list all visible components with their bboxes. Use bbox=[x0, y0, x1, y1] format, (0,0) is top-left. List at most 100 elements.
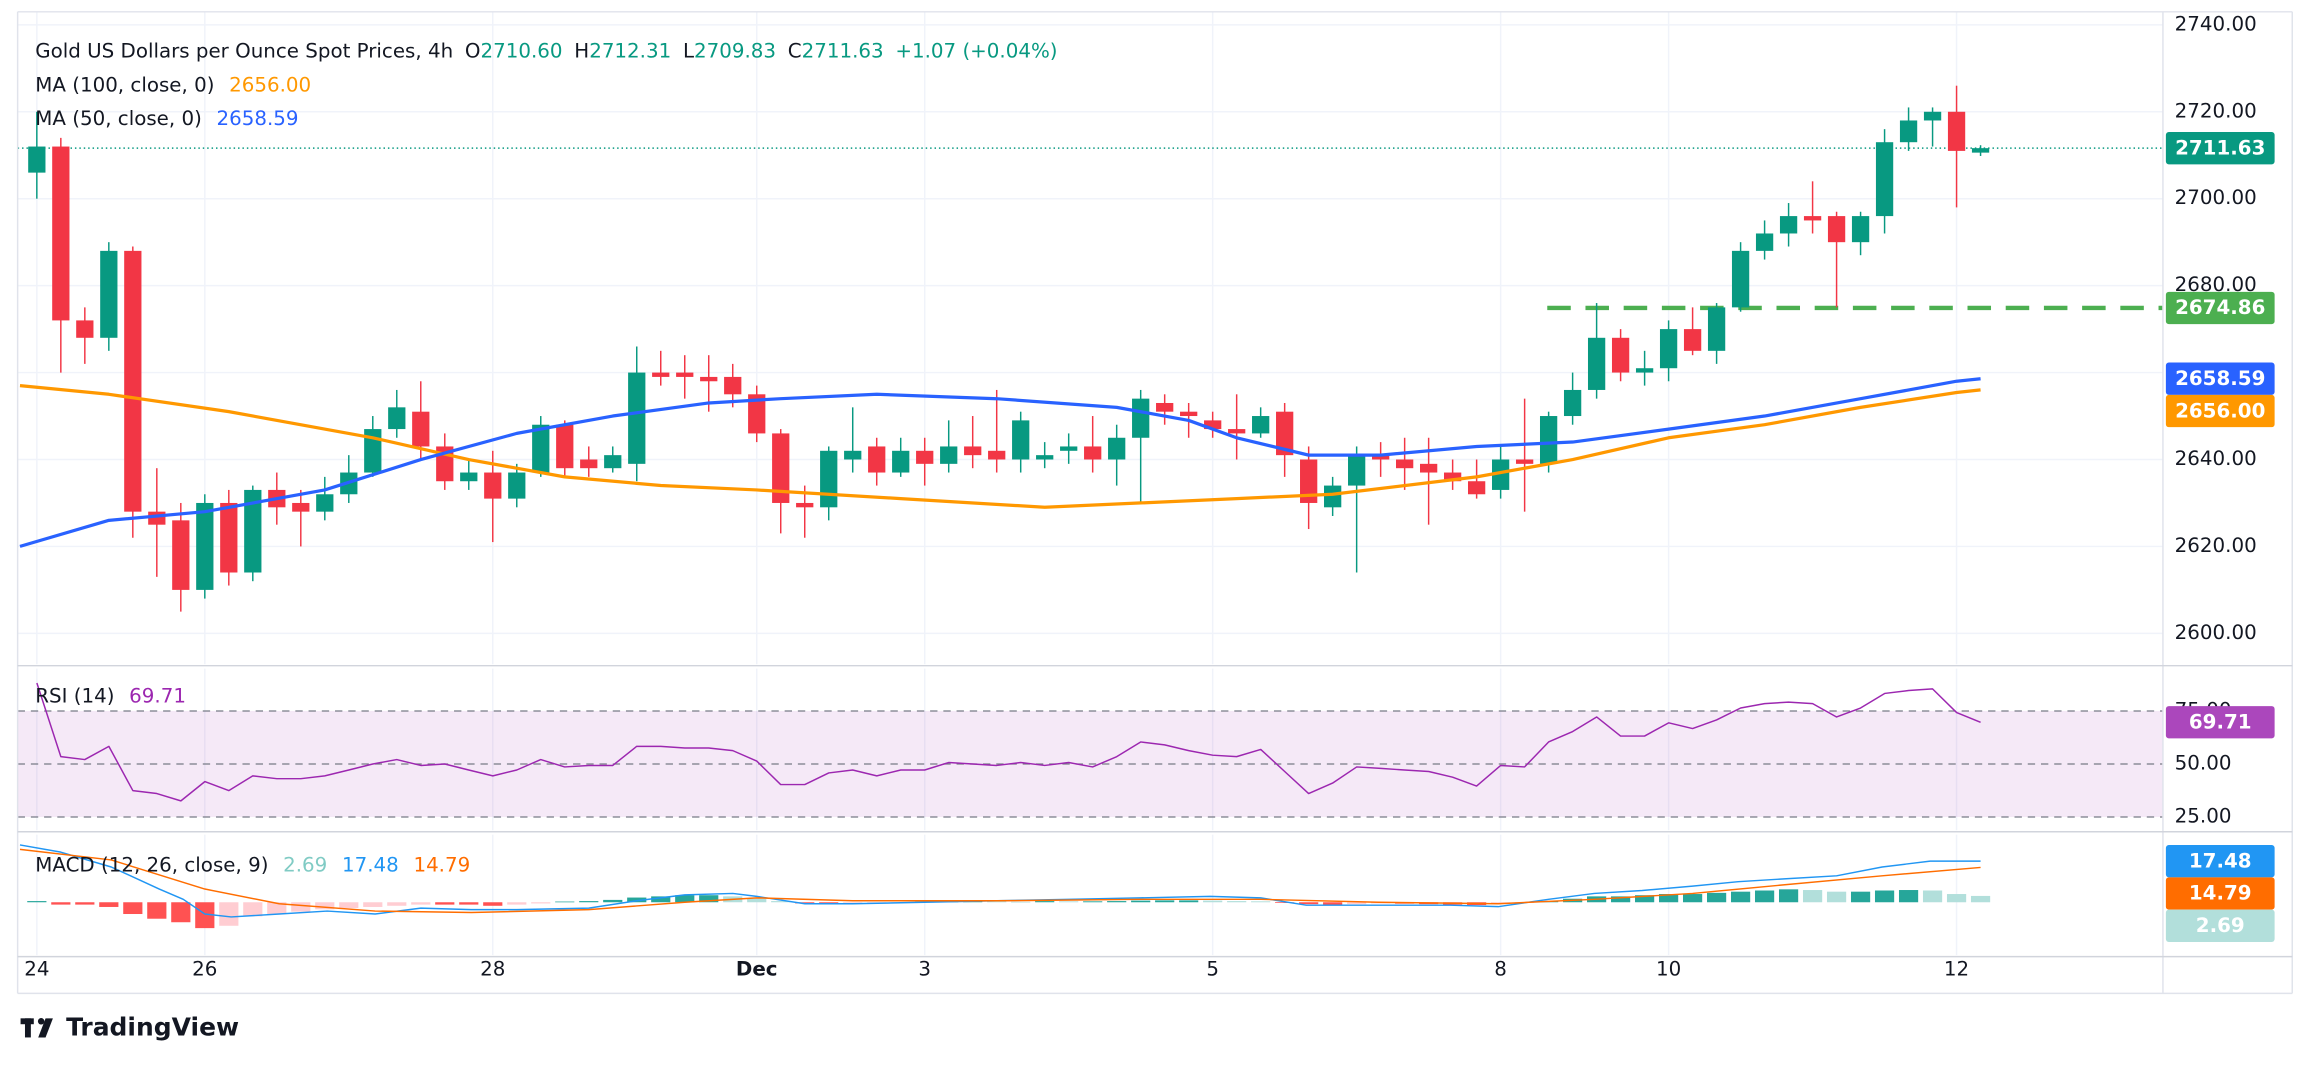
candle-body bbox=[604, 455, 622, 469]
indicator-value: 2658.59 bbox=[217, 107, 299, 130]
candle-body bbox=[100, 250, 118, 338]
candle-body bbox=[196, 502, 214, 590]
ohlc-key: C bbox=[788, 39, 802, 62]
value-box bbox=[2165, 909, 2275, 942]
candle-body bbox=[1228, 429, 1246, 434]
footer: TradingView bbox=[20, 1013, 239, 1042]
rsi-tick-label: 50.00 bbox=[2175, 752, 2232, 775]
candle-body bbox=[916, 450, 934, 464]
value-box bbox=[2165, 394, 2275, 428]
candle-body bbox=[724, 376, 742, 395]
candle-body bbox=[124, 250, 142, 512]
macd-histogram-bar bbox=[1035, 901, 1055, 903]
x-tick-label: 24 bbox=[24, 957, 49, 980]
value-box-label: 17.48 bbox=[2189, 849, 2252, 872]
value-box bbox=[2165, 362, 2275, 395]
candle-body bbox=[1515, 459, 1534, 464]
macd-histogram-bar bbox=[435, 902, 455, 905]
candle-body bbox=[1923, 111, 1942, 121]
brand: TradingView bbox=[66, 1013, 239, 1042]
macd-histogram-bar bbox=[51, 902, 71, 905]
macd-histogram-bar bbox=[747, 898, 767, 903]
macd-histogram-bar bbox=[1898, 890, 1919, 903]
macd-histogram-bar bbox=[99, 902, 119, 907]
macd-histogram-bar bbox=[1730, 891, 1751, 903]
candle-body bbox=[1420, 463, 1438, 473]
macd-histogram-bar bbox=[1107, 901, 1127, 903]
candle-body bbox=[988, 450, 1006, 460]
legend-line: MA (100, close, 0) 2656.00 bbox=[35, 73, 311, 96]
legend-line: RSI (14) 69.71 bbox=[35, 684, 186, 707]
macd-histogram-bar bbox=[1347, 902, 1367, 905]
macd-line bbox=[19, 844, 1981, 918]
macd-histogram-bar bbox=[123, 902, 143, 915]
candle-body bbox=[1659, 329, 1678, 369]
ohlc-value: 2709.83 bbox=[694, 39, 776, 62]
macd-histogram-bar bbox=[651, 896, 671, 903]
x-tick-label: 26 bbox=[192, 957, 217, 980]
macd-histogram-bar bbox=[483, 902, 503, 906]
indicator-name: MA (100, close, 0) bbox=[35, 73, 214, 96]
candle-body bbox=[244, 489, 262, 573]
moving-average bbox=[19, 384, 1981, 509]
candle-body bbox=[1779, 216, 1798, 234]
macd-histogram-bar bbox=[579, 901, 599, 903]
ohlc-value: 2710.60 bbox=[481, 39, 563, 62]
candle-body bbox=[460, 472, 478, 482]
candle-body bbox=[28, 146, 46, 173]
candle-body bbox=[1300, 459, 1318, 503]
macd-histogram-bar bbox=[459, 902, 479, 905]
candle-body bbox=[844, 450, 862, 460]
signal-line bbox=[19, 848, 1981, 914]
macd-histogram-bar bbox=[1659, 894, 1679, 903]
macd-histogram-bar bbox=[291, 902, 311, 912]
candle-body bbox=[580, 459, 598, 469]
candle-body bbox=[316, 494, 334, 512]
value-box-label: 2.69 bbox=[2196, 914, 2245, 937]
macd-histogram-bar bbox=[1611, 896, 1631, 903]
macd-histogram-bar bbox=[1275, 902, 1295, 903]
logo-mark bbox=[38, 1018, 53, 1038]
value-box bbox=[2165, 706, 2275, 739]
candle-body bbox=[1611, 337, 1630, 373]
macd-histogram-bar bbox=[75, 902, 95, 905]
macd-histogram-bar bbox=[1874, 890, 1895, 903]
macd-histogram-bar bbox=[507, 902, 527, 905]
macd-histogram-bar bbox=[1131, 900, 1151, 903]
indicator-value: 69.71 bbox=[129, 684, 186, 707]
candle-body bbox=[1731, 250, 1750, 308]
candle-body bbox=[76, 320, 94, 338]
macd-histogram-bar bbox=[1203, 900, 1223, 903]
x-tick-label: 8 bbox=[1494, 957, 1507, 980]
candle-body bbox=[1252, 416, 1270, 434]
value-box-label: 2658.59 bbox=[2175, 367, 2265, 390]
ohlc-key: H bbox=[574, 39, 589, 62]
macd-histogram-bar bbox=[387, 902, 407, 906]
candle-body bbox=[940, 446, 958, 464]
rsi-tick-label: 25.00 bbox=[2175, 805, 2232, 828]
macd-histogram-bar bbox=[363, 902, 383, 907]
x-tick-label: 10 bbox=[1656, 957, 1681, 980]
frame bbox=[16, 11, 2293, 995]
value-box-label: 2674.86 bbox=[2175, 296, 2265, 319]
legend-line: MA (50, close, 0) 2658.59 bbox=[35, 107, 298, 130]
logo-mark bbox=[37, 1018, 45, 1025]
plot-area bbox=[17, 85, 2163, 929]
macd-histogram-bar bbox=[1227, 901, 1247, 903]
candle-body bbox=[964, 446, 982, 456]
legend: Gold US Dollars per Ounce Spot Prices, 4… bbox=[35, 39, 1057, 876]
macd-histogram-bar bbox=[1155, 900, 1175, 903]
candle-body bbox=[532, 424, 550, 473]
rsi-line bbox=[36, 682, 1981, 802]
candle-body bbox=[1971, 148, 1990, 153]
y-tick-label: 2600.00 bbox=[2175, 621, 2257, 644]
macd-histogram-bar bbox=[771, 901, 791, 903]
candle-body bbox=[292, 502, 310, 512]
macd-histogram-bar bbox=[27, 901, 47, 903]
candle-body bbox=[1563, 389, 1582, 417]
candle-body bbox=[1036, 455, 1054, 460]
candle-body bbox=[1539, 416, 1558, 464]
indicator-name: MACD (12, 26, close, 9) bbox=[35, 853, 268, 876]
moving-average bbox=[19, 377, 1981, 548]
